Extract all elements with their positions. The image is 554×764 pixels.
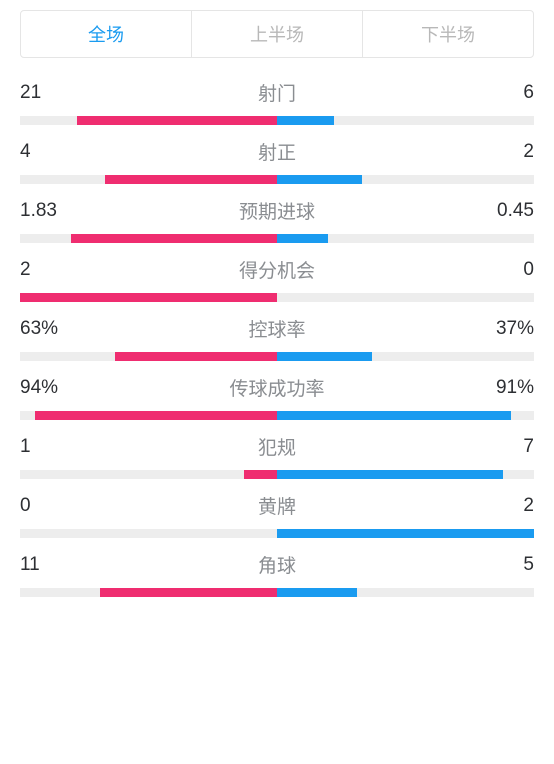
away-value: 7 [474, 436, 534, 458]
stat-row: 21射门6 [0, 66, 554, 125]
home-value: 21 [20, 82, 80, 104]
away-value: 0.45 [474, 200, 534, 222]
stat-bar [20, 411, 534, 420]
away-bar-fill [277, 411, 511, 420]
stat-bar [20, 529, 534, 538]
away-value: 5 [474, 554, 534, 576]
stat-name: 得分机会 [80, 256, 474, 283]
away-bar-fill [277, 352, 372, 361]
away-value: 2 [474, 141, 534, 163]
away-bar-fill [277, 529, 534, 538]
stat-row: 4射正2 [0, 125, 554, 184]
stat-name: 黄牌 [80, 492, 474, 519]
tab-1[interactable]: 上半场 [192, 11, 363, 57]
stat-bar [20, 470, 534, 479]
home-bar-fill [35, 411, 277, 420]
stats-container: 21射门64射正21.83预期进球0.452得分机会063%控球率37%94%传… [0, 66, 554, 597]
away-value: 0 [474, 259, 534, 281]
home-value: 2 [20, 259, 80, 281]
tab-0[interactable]: 全场 [21, 11, 192, 57]
stat-name: 预期进球 [80, 197, 474, 224]
away-bar-fill [277, 470, 503, 479]
home-bar-fill [100, 588, 277, 597]
stat-bar [20, 175, 534, 184]
home-value: 1 [20, 436, 80, 458]
stat-row: 1.83预期进球0.45 [0, 184, 554, 243]
stat-name: 角球 [80, 551, 474, 578]
home-value: 0 [20, 495, 80, 517]
stat-bar [20, 352, 534, 361]
away-bar-fill [277, 116, 334, 125]
home-value: 63% [20, 318, 80, 340]
away-bar-fill [277, 588, 357, 597]
tab-2[interactable]: 下半场 [363, 11, 533, 57]
stat-bar [20, 116, 534, 125]
stat-row: 11角球5 [0, 538, 554, 597]
home-bar-fill [20, 293, 277, 302]
stat-row: 1犯规7 [0, 420, 554, 479]
home-bar-fill [115, 352, 277, 361]
home-value: 11 [20, 554, 80, 576]
away-value: 6 [474, 82, 534, 104]
stat-name: 控球率 [80, 315, 474, 342]
stat-bar [20, 588, 534, 597]
stat-bar [20, 234, 534, 243]
stat-name: 射正 [80, 138, 474, 165]
away-value: 91% [474, 377, 534, 399]
stat-row: 0黄牌2 [0, 479, 554, 538]
away-bar-fill [277, 175, 362, 184]
away-bar-fill [277, 234, 328, 243]
home-value: 1.83 [20, 200, 80, 222]
away-value: 2 [474, 495, 534, 517]
away-value: 37% [474, 318, 534, 340]
home-bar-fill [71, 234, 277, 243]
stat-name: 射门 [80, 79, 474, 106]
home-value: 94% [20, 377, 80, 399]
stat-name: 犯规 [80, 433, 474, 460]
tabs-container: 全场上半场下半场 [20, 10, 534, 58]
home-bar-fill [244, 470, 277, 479]
stat-bar [20, 293, 534, 302]
home-bar-fill [77, 116, 277, 125]
stat-row: 94%传球成功率91% [0, 361, 554, 420]
stat-name: 传球成功率 [80, 374, 474, 401]
home-value: 4 [20, 141, 80, 163]
home-bar-fill [105, 175, 277, 184]
stat-row: 63%控球率37% [0, 302, 554, 361]
stat-row: 2得分机会0 [0, 243, 554, 302]
